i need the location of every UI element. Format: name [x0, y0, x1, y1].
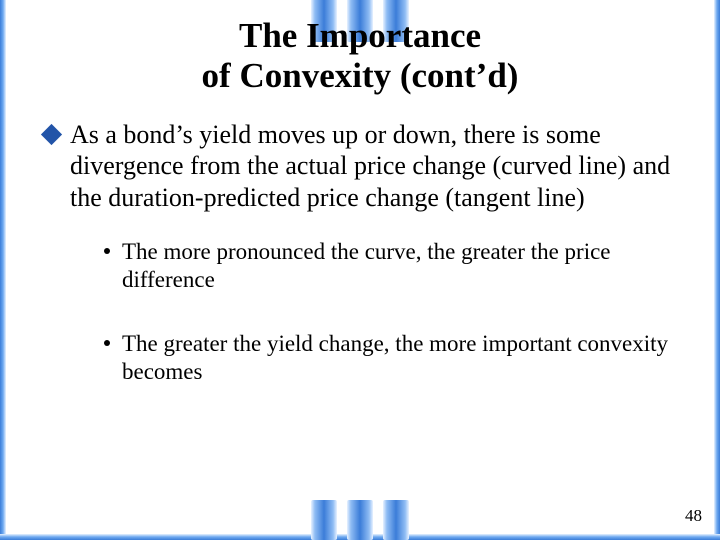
slide-content: The Importance of Convexity (cont’d) As …: [28, 16, 692, 520]
dot-bullet-icon: [104, 248, 110, 254]
sub-bullet-text: The greater the yield change, the more i…: [122, 331, 668, 384]
border-left: [0, 0, 6, 540]
main-bullet: As a bond’s yield moves up or down, ther…: [28, 119, 692, 214]
sub-bullet-list: The more pronounced the curve, the great…: [28, 238, 692, 386]
page-number: 48: [685, 506, 702, 526]
dot-bullet-icon: [104, 340, 110, 346]
diamond-bullet-icon: [41, 123, 62, 144]
sub-bullet-text: The more pronounced the curve, the great…: [122, 239, 611, 292]
sub-bullet: The more pronounced the curve, the great…: [104, 238, 692, 294]
main-bullet-text: As a bond’s yield moves up or down, ther…: [70, 120, 670, 212]
sub-bullet: The greater the yield change, the more i…: [104, 330, 692, 386]
title-line2: of Convexity (cont’d): [202, 56, 519, 95]
border-right: [714, 0, 720, 540]
slide-title: The Importance of Convexity (cont’d): [28, 16, 692, 97]
title-line1: The Importance: [239, 16, 481, 55]
